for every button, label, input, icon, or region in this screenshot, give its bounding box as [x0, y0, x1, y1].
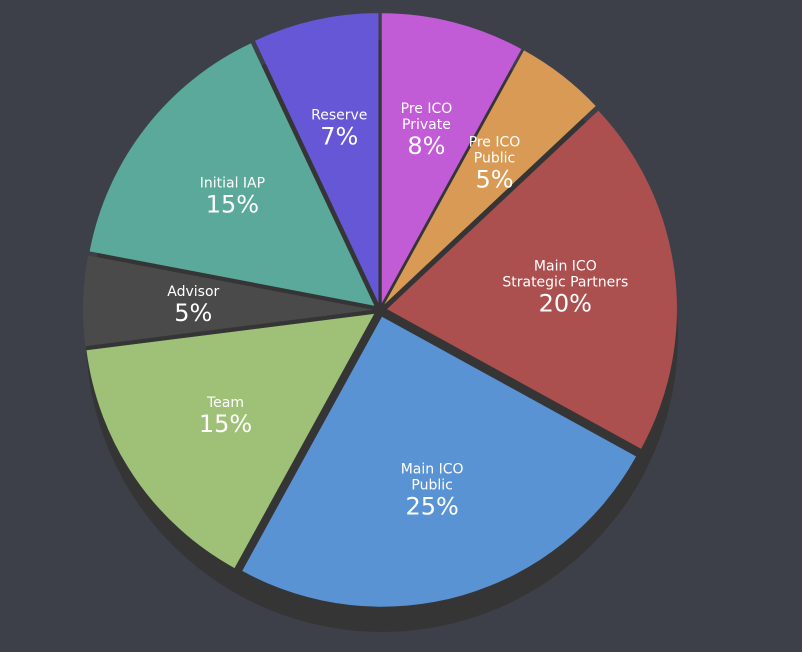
- value-label: 25%: [405, 492, 458, 520]
- pie-slice: [242, 316, 637, 607]
- slice-label: Initial IAP: [200, 176, 265, 192]
- pie-slice: [83, 255, 374, 347]
- pie-slice: [386, 110, 677, 449]
- slice-label: Public: [411, 477, 452, 493]
- pie-slice: [86, 313, 375, 569]
- slice-label: Pre ICO: [401, 101, 453, 117]
- value-label: 5%: [174, 299, 212, 327]
- slice-label: Public: [474, 150, 515, 166]
- slice-label: Main ICO: [401, 461, 464, 477]
- slice-label: Private: [402, 117, 451, 133]
- slice-label: Reserve: [311, 108, 367, 124]
- pie-slice: [384, 50, 596, 305]
- pie-slice: [381, 13, 522, 304]
- value-label: 15%: [206, 191, 259, 219]
- value-label: 7%: [320, 123, 358, 151]
- value-label: 5%: [475, 165, 513, 193]
- pie-slice: [89, 43, 375, 306]
- slice-label: Pre ICO: [469, 134, 521, 150]
- slice-label: Advisor: [167, 284, 219, 300]
- value-label: 15%: [199, 410, 252, 438]
- pie-slice: [254, 13, 379, 304]
- value-label: 20%: [539, 290, 592, 318]
- value-label: 8%: [407, 132, 445, 160]
- slice-label: Main ICO: [534, 259, 597, 275]
- slice-label: Team: [206, 395, 244, 411]
- slice-label: Strategic Partners: [502, 275, 628, 291]
